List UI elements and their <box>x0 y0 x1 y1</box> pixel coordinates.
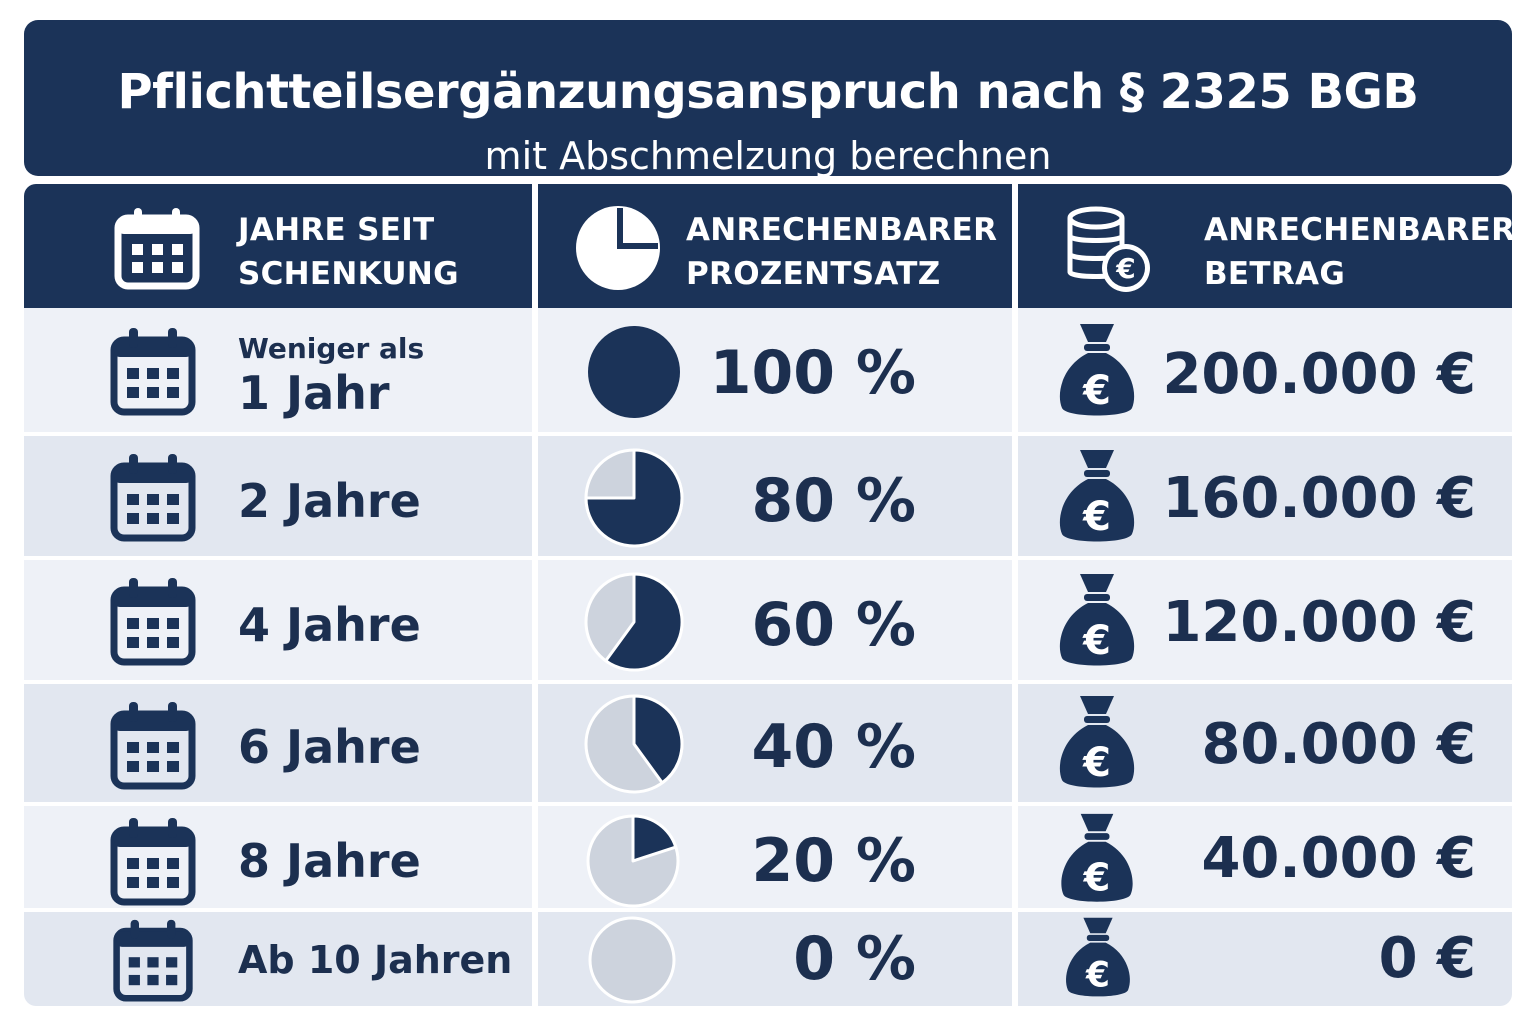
percentage-pie <box>584 694 684 794</box>
table-row: Ab 10 Jahren 0 % € 0 € <box>24 912 1512 1006</box>
svg-text:€: € <box>1082 740 1111 786</box>
calendar-icon <box>110 454 196 542</box>
table-row: Weniger als 1 Jahr 100 % € 200.000 € <box>24 308 1512 436</box>
abschmelzung-table: JAHRE SEIT SCHENKUNG ANRECHENBARER PROZE… <box>24 184 1512 1006</box>
calendar-icon <box>110 578 196 666</box>
calendar-icon <box>114 208 200 290</box>
table-row: 2 Jahre 80 % € 160.000 € <box>24 436 1512 560</box>
amount-value: 40.000 € <box>1201 826 1476 891</box>
header-percent: ANRECHENBARER PROZENTSATZ <box>538 184 1012 308</box>
year-label: 4 Jahre <box>238 598 421 652</box>
header-amount-line1: ANRECHENBARER <box>1204 212 1512 248</box>
percentage-value: 0 % <box>793 924 916 994</box>
percentage-pie <box>584 448 684 548</box>
percentage-value: 80 % <box>751 466 916 536</box>
year-label: Ab 10 Jahren <box>238 938 513 982</box>
calendar-icon <box>113 919 193 1002</box>
column-divider <box>532 184 538 1006</box>
money-bag-euro-icon: € <box>1059 696 1135 788</box>
year-label: 6 Jahre <box>238 720 421 774</box>
year-label: 1 Jahr <box>238 366 390 420</box>
percentage-pie <box>586 814 680 908</box>
money-bag-euro-icon: € <box>1061 813 1133 902</box>
percentage-pie <box>588 326 680 418</box>
percentage-pie <box>588 916 676 1004</box>
year-label: 2 Jahre <box>238 474 421 528</box>
percentage-value: 100 % <box>709 338 916 408</box>
header-percent-line2: PROZENTSATZ <box>686 256 941 292</box>
amount-value: 120.000 € <box>1162 590 1476 655</box>
percentage-value: 20 % <box>751 826 916 896</box>
amount-value: 80.000 € <box>1201 712 1476 777</box>
table-row: 4 Jahre 60 % € 120.000 € <box>24 560 1512 684</box>
header-amount: € ANRECHENBARER BETRAG <box>1018 184 1512 308</box>
percentage-value: 40 % <box>751 712 916 782</box>
coins-euro-icon: € <box>1067 206 1150 292</box>
header-years-line1: JAHRE SEIT <box>238 212 435 248</box>
money-bag-euro-icon: € <box>1059 574 1135 666</box>
money-bag-euro-icon: € <box>1059 324 1135 416</box>
table-row: 8 Jahre 20 % € 40.000 € <box>24 806 1512 912</box>
amount-value: 0 € <box>1378 926 1476 991</box>
title-banner: Pflichtteilsergänzungsanspruch nach § 23… <box>24 20 1512 178</box>
svg-text:€: € <box>1083 856 1111 901</box>
table-row: 6 Jahre 40 % € 80.000 € <box>24 684 1512 806</box>
svg-text:€: € <box>1115 252 1135 285</box>
pie-chart-icon <box>576 206 660 290</box>
year-label-small: Weniger als <box>238 332 425 365</box>
year-label: 8 Jahre <box>238 834 421 888</box>
calendar-icon <box>110 818 196 906</box>
amount-value: 200.000 € <box>1162 342 1476 407</box>
amount-value: 160.000 € <box>1162 466 1476 531</box>
page-subtitle: mit Abschmelzung berechnen <box>484 134 1052 178</box>
calendar-icon <box>110 328 196 416</box>
svg-text:€: € <box>1085 956 1110 996</box>
percentage-value: 60 % <box>751 590 916 660</box>
calendar-icon <box>110 702 196 790</box>
money-bag-euro-icon: € <box>1059 450 1135 542</box>
header-years: JAHRE SEIT SCHENKUNG <box>24 184 532 308</box>
header-amount-line2: BETRAG <box>1204 256 1346 292</box>
header-years-line2: SCHENKUNG <box>238 256 459 292</box>
column-divider <box>1012 184 1018 1006</box>
percentage-pie <box>584 572 684 672</box>
svg-text:€: € <box>1082 494 1111 540</box>
svg-text:€: € <box>1082 618 1111 664</box>
svg-text:€: € <box>1082 368 1111 414</box>
page-title: Pflichtteilsergänzungsanspruch nach § 23… <box>117 64 1419 120</box>
header-percent-line1: ANRECHENBARER <box>686 212 998 248</box>
money-bag-euro-icon: € <box>1066 917 1130 997</box>
